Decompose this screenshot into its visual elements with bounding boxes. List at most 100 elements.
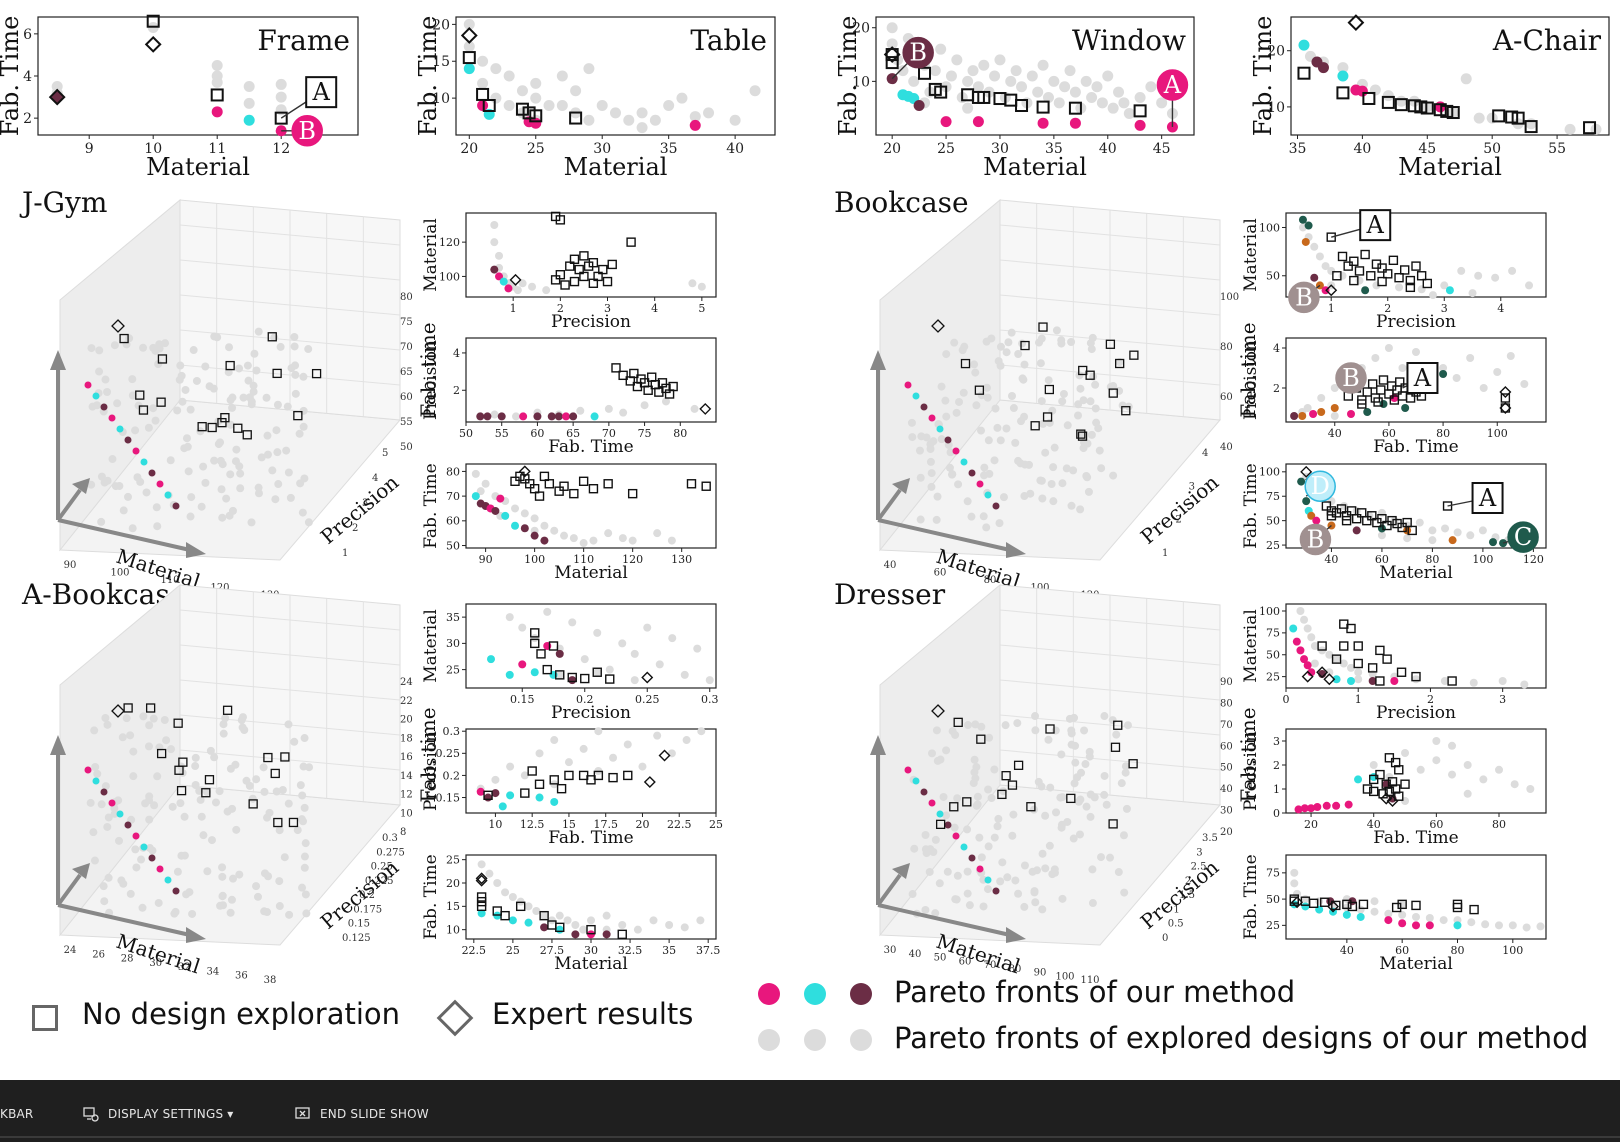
explored-point: [952, 408, 961, 417]
callout-a: A: [1331, 209, 1392, 242]
explored-point: [134, 401, 143, 410]
x-arrow-head: [186, 542, 206, 558]
y-tick-label: 60: [446, 515, 460, 528]
explored-point: [1057, 823, 1066, 832]
explored-point: [511, 504, 520, 513]
explored-point: [298, 883, 307, 892]
explored-point: [1075, 830, 1084, 839]
explored-point: [1468, 289, 1477, 298]
no-exploration-point: [560, 280, 570, 290]
explored-point: [207, 836, 216, 845]
explored-point: [286, 493, 295, 502]
callout-c: C: [1502, 521, 1539, 553]
explored-point: [201, 478, 210, 487]
explored-point: [1037, 782, 1046, 791]
explored-point: [1121, 762, 1130, 771]
x-tick-label: 9: [85, 141, 94, 157]
panel-3d-jgym_3d: 901001101201301234550556065707580Materia…: [50, 198, 440, 601]
no-exploration-point: [1331, 654, 1342, 664]
x-axis-label: Material: [1379, 563, 1453, 583]
explored-point: [908, 890, 917, 899]
explored-point: [568, 618, 577, 627]
explored-point: [128, 391, 137, 400]
explored-point: [293, 826, 302, 835]
z-tick-label: 50: [400, 442, 413, 453]
explored-point: [996, 877, 1005, 886]
explored-point: [1412, 348, 1420, 356]
explored-point: [225, 511, 234, 520]
explored-point: [1102, 800, 1111, 809]
explored-point: [1029, 805, 1038, 814]
x-tick-label: 60: [934, 568, 947, 579]
z-tick-label: 40: [1220, 442, 1233, 453]
explored-point: [176, 799, 185, 808]
y-arrow-head: [72, 478, 90, 494]
explored-point: [1384, 909, 1393, 918]
no-exploration-point: [1026, 802, 1036, 812]
explored-point: [602, 911, 611, 920]
explored-point: [542, 286, 551, 295]
no-exploration-point: [1397, 899, 1407, 910]
explored-point: [1011, 438, 1020, 447]
no-exploration-point: [1405, 275, 1416, 286]
callout-b: B: [1299, 523, 1332, 556]
explored-point: [1020, 861, 1029, 870]
callout-badge: [1156, 69, 1189, 101]
explored-point: [643, 623, 652, 632]
y-axis-label: Material: [421, 218, 441, 292]
no-exploration-point: [555, 922, 565, 933]
x-tick-label: 26: [92, 949, 105, 960]
y-tick-label: 0.25: [371, 862, 393, 873]
no-exploration-point: [220, 413, 230, 423]
no-exploration-point: [1422, 278, 1433, 289]
no-exploration-point: [1317, 641, 1327, 651]
x-tick-label: 40: [1353, 141, 1371, 157]
callout-label: A: [1163, 71, 1182, 99]
y-tick-label: 0.125: [342, 933, 371, 944]
x-tick-label: 36: [235, 971, 248, 982]
pareto-point: [108, 414, 116, 422]
explored-point: [290, 737, 299, 746]
explored-point: [1069, 834, 1078, 843]
explored-point: [1452, 374, 1461, 382]
explored-point: [1330, 412, 1339, 420]
z-tick-label: 40: [1220, 784, 1233, 795]
x-tick-label: 4: [651, 302, 658, 315]
x-tick-label: 100: [1472, 553, 1493, 566]
explored-point: [125, 334, 134, 343]
x-tick-label: 80: [1009, 964, 1022, 975]
y-tick-label: 2: [1175, 515, 1181, 526]
explored-point: [941, 396, 950, 405]
x-axis-label: Precision: [1376, 703, 1456, 723]
explored-point: [215, 787, 224, 796]
display-settings-button[interactable]: DISPLAY SETTINGS ▾: [82, 1104, 234, 1124]
callout-label: B: [1307, 526, 1325, 554]
expert-point: [641, 671, 654, 684]
no-exploration-point: [1044, 384, 1055, 395]
pareto-point: [936, 810, 944, 818]
plot-frame: [465, 603, 717, 689]
no-exploration-point: [462, 51, 476, 65]
y-tick-label: 70: [446, 490, 460, 503]
pareto-point: [477, 100, 489, 111]
pareto-point: [554, 412, 563, 421]
explored-point: [580, 655, 589, 664]
explored-point: [211, 798, 220, 807]
explored-point: [963, 721, 972, 730]
explored-point: [186, 405, 195, 414]
no-exploration-point: [1030, 421, 1040, 431]
no-exploration-point: [1362, 387, 1372, 397]
x-tick-label: 110: [1080, 975, 1099, 986]
end-slide-show-button[interactable]: END SLIDE SHOW: [294, 1104, 429, 1124]
explored-point: [1057, 750, 1066, 759]
explored-point: [228, 403, 237, 412]
explored-point: [971, 720, 980, 729]
expert-point: [931, 704, 945, 718]
explored-point: [993, 423, 1002, 432]
explored-point: [1332, 655, 1341, 664]
x-tick-label: 45: [1153, 141, 1171, 157]
no-exploration-point: [529, 484, 540, 494]
x-tick-label: 2: [1384, 302, 1391, 315]
y-tick-label: 75: [1266, 627, 1280, 640]
taskbar-button[interactable]: KBAR: [0, 1104, 33, 1124]
